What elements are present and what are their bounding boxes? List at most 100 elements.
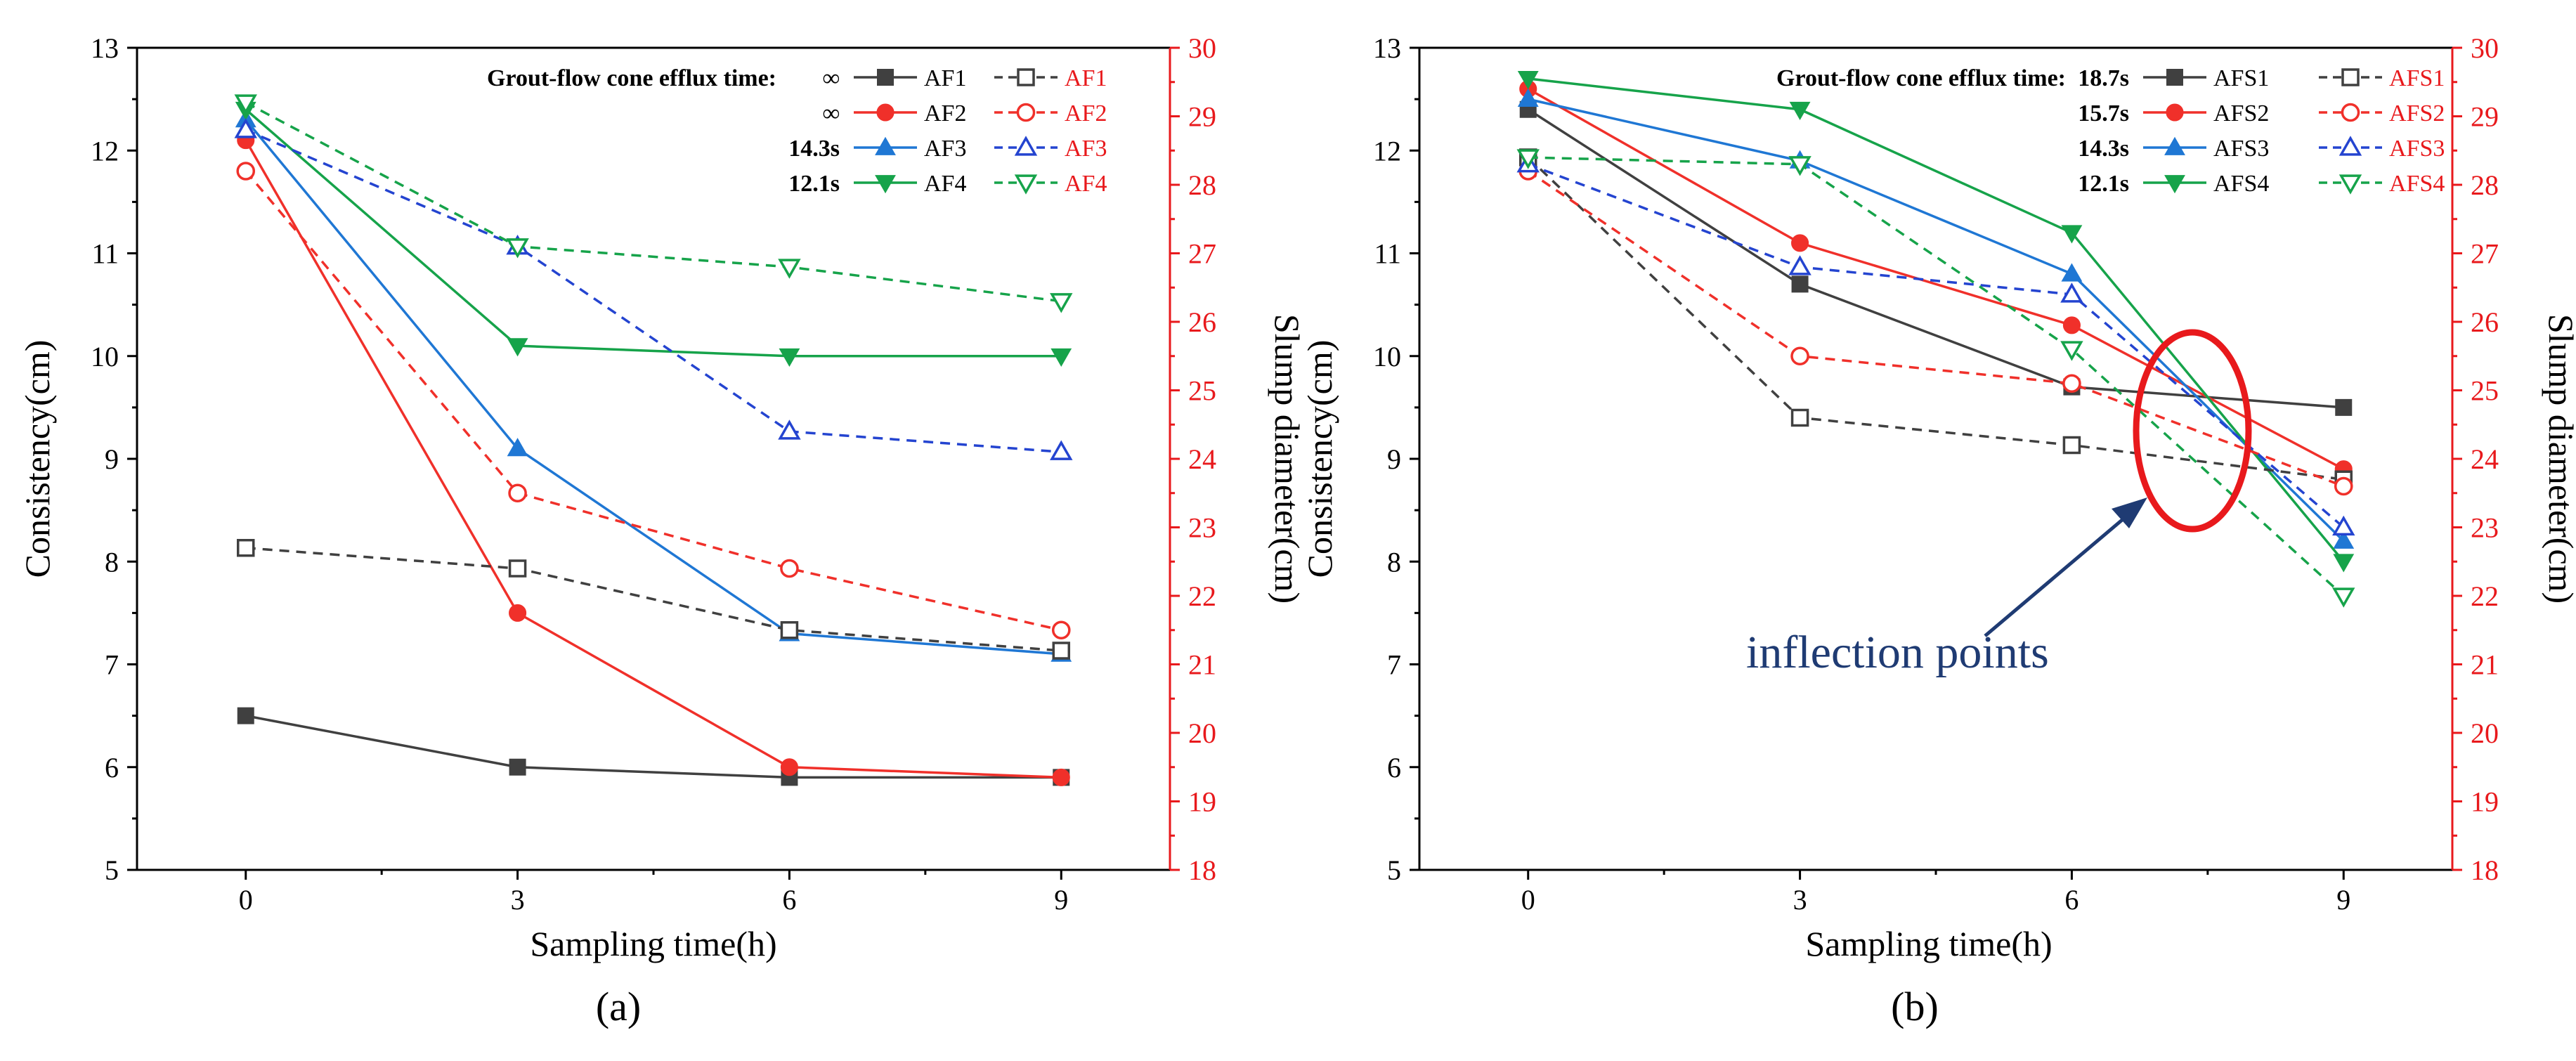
inflection-ellipse bbox=[2133, 329, 2252, 533]
data-point bbox=[234, 118, 257, 138]
data-point bbox=[1788, 255, 1811, 275]
data-point bbox=[236, 162, 256, 181]
y-tick-label-left-a: 8 bbox=[105, 546, 119, 578]
legend-time-label: ∞ bbox=[823, 100, 840, 126]
series-line bbox=[1528, 77, 2345, 563]
data-point bbox=[507, 338, 528, 357]
series-af2-left bbox=[237, 131, 1070, 786]
data-point bbox=[1050, 440, 1073, 460]
legend-marker-afs1 bbox=[2166, 69, 2183, 86]
legend-a: Grout-flow cone efflux time: ∞ AF1 AF1 ∞ AF2… bbox=[487, 65, 1107, 197]
legend-time-label: 15.7s bbox=[2078, 100, 2129, 126]
series-afs3-right bbox=[1516, 152, 2355, 536]
inflection-label: inflection points bbox=[1746, 627, 2049, 678]
y-tick-label-left-a: 11 bbox=[91, 238, 119, 270]
legend-time-label: 14.3s bbox=[788, 136, 840, 162]
series-afs4-left bbox=[1517, 70, 2355, 573]
legend-label-afs1: AFS1 bbox=[2213, 65, 2269, 91]
legend-marker-af4 bbox=[875, 175, 896, 194]
y-tick-label-right-a: 20 bbox=[1188, 717, 1216, 749]
data-point bbox=[507, 438, 528, 457]
legend-label-af2-open: AF2 bbox=[1065, 100, 1107, 126]
series-line bbox=[245, 714, 1062, 779]
series-line bbox=[245, 119, 1062, 656]
y-tick-label-right-b: 28 bbox=[2471, 169, 2499, 201]
panel-label-a: (a) bbox=[596, 984, 641, 1029]
legend-title-b: Grout-flow cone efflux time: bbox=[1776, 65, 2066, 91]
y-tick-label-right-b: 25 bbox=[2471, 375, 2499, 407]
series-line bbox=[1528, 163, 2345, 528]
data-point bbox=[780, 758, 798, 776]
data-point bbox=[1517, 70, 1539, 90]
y-tick-label-right-a: 21 bbox=[1188, 649, 1216, 681]
legend-marker-af4-open bbox=[1014, 174, 1038, 195]
data-point bbox=[780, 559, 799, 578]
data-point bbox=[1516, 149, 1540, 169]
y-tick-label-right-a: 30 bbox=[1188, 32, 1216, 64]
y-tick-label-right-a: 27 bbox=[1188, 238, 1216, 270]
legend-marker-af3-open bbox=[1014, 136, 1038, 156]
data-point bbox=[506, 238, 529, 259]
data-point bbox=[1517, 88, 1539, 108]
y-tick-label-right-a: 29 bbox=[1188, 101, 1216, 133]
legend-label-af3-open: AF3 bbox=[1065, 136, 1107, 162]
data-point bbox=[1791, 234, 1809, 252]
series-line bbox=[245, 108, 1062, 358]
y-tick-label-left-b: 9 bbox=[1387, 443, 1401, 475]
y-axis-label-right-b: Slump diameter(cm) bbox=[2542, 314, 2576, 604]
legend-marker-af2-open bbox=[1016, 103, 1036, 122]
series-line bbox=[245, 139, 1062, 779]
data-point bbox=[508, 559, 527, 578]
y-tick-label-left-b: 8 bbox=[1387, 546, 1401, 578]
legend-marker-afs2 bbox=[2166, 103, 2184, 122]
y-tick-label-right-a: 28 bbox=[1188, 169, 1216, 201]
annotation-arrow-head bbox=[2112, 497, 2147, 528]
legend-title-a: Grout-flow cone efflux time: bbox=[487, 65, 776, 91]
y-tick-label-left-b: 11 bbox=[1374, 238, 1401, 270]
data-point bbox=[2062, 436, 2081, 455]
data-point bbox=[1790, 346, 1809, 366]
legend-marker-afs4 bbox=[2164, 175, 2185, 194]
y-tick-label-left-a: 13 bbox=[91, 32, 119, 64]
y-tick-label-right-b: 27 bbox=[2471, 238, 2499, 270]
x-tick-label-a: 3 bbox=[511, 884, 525, 916]
y-tick-label-right-b: 22 bbox=[2471, 580, 2499, 612]
y-tick-label-right-a: 26 bbox=[1188, 306, 1216, 338]
series-line bbox=[245, 547, 1062, 652]
y-tick-label-left-b: 10 bbox=[1373, 341, 1401, 372]
y-tick-label-left-b: 5 bbox=[1387, 854, 1401, 886]
y-tick-label-right-a: 24 bbox=[1188, 443, 1216, 475]
series-line bbox=[1528, 98, 2345, 542]
legend-label-afs1-open: AFS1 bbox=[2389, 65, 2445, 91]
y-tick-label-left-a: 12 bbox=[91, 135, 119, 167]
y-tick-label-left-a: 10 bbox=[91, 341, 119, 372]
data-point bbox=[778, 419, 801, 440]
legend-label-afs2-open: AFS2 bbox=[2389, 100, 2445, 126]
y-tick-label-right-b: 19 bbox=[2471, 786, 2499, 818]
data-point bbox=[2334, 476, 2353, 496]
inflection-annotation: inflection points bbox=[1746, 329, 2252, 678]
legend-marker-afs4-open bbox=[2338, 174, 2362, 195]
panel-label-b: (b) bbox=[1891, 984, 1939, 1029]
y-tick-label-right-a: 22 bbox=[1188, 580, 1216, 612]
data-point bbox=[2332, 587, 2355, 608]
y-tick-label-right-a: 19 bbox=[1188, 786, 1216, 818]
y-tick-label-right-a: 25 bbox=[1188, 375, 1216, 407]
y-tick-label-left-a: 9 bbox=[105, 443, 119, 475]
data-point bbox=[2060, 282, 2083, 303]
legend-time-label: 12.1s bbox=[2078, 171, 2129, 197]
legend-label-af4-open: AF4 bbox=[1065, 171, 1107, 197]
series-line bbox=[245, 129, 1062, 453]
legend-marker-af1 bbox=[877, 69, 894, 86]
legend-label-afs4-open: AFS4 bbox=[2389, 171, 2445, 197]
legend-time-label: 18.7s bbox=[2078, 65, 2129, 91]
legend-label-afs4: AFS4 bbox=[2213, 171, 2269, 197]
series-line bbox=[1527, 156, 2344, 481]
y-tick-label-right-b: 21 bbox=[2471, 649, 2499, 681]
data-point bbox=[1052, 642, 1071, 660]
y-tick-label-right-b: 24 bbox=[2471, 443, 2499, 475]
y-tick-label-left-b: 13 bbox=[1373, 32, 1401, 64]
data-point bbox=[1791, 275, 1809, 293]
data-point bbox=[1051, 620, 1071, 640]
